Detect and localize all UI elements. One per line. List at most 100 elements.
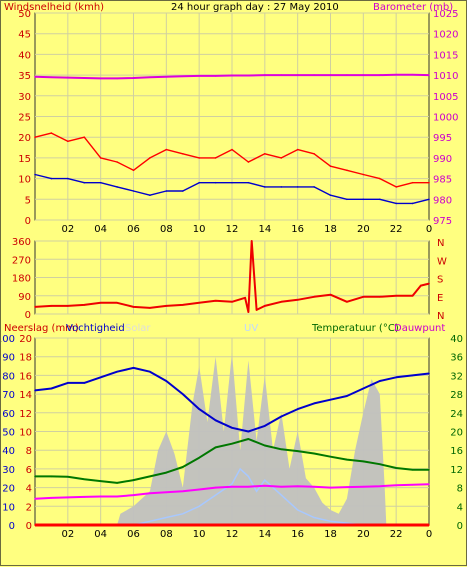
wind-gust-line-point xyxy=(149,157,151,159)
wind-gust-line-point xyxy=(247,161,250,163)
wind-average-line-point xyxy=(395,202,398,205)
humidity-line-point xyxy=(296,408,299,410)
wind-average-line-point xyxy=(83,181,86,184)
wind-gust-line-point xyxy=(67,140,69,143)
wind-gust-line-point xyxy=(132,169,135,172)
hour-tick-label: 16 xyxy=(291,224,304,235)
wind-gust-line-point xyxy=(395,186,398,188)
temperature-line-point xyxy=(428,469,430,471)
hour-tick-label: 10 xyxy=(193,529,206,540)
barometer-line-point xyxy=(379,74,381,76)
wind-direction-line-point xyxy=(244,297,246,299)
temperature-tick-label: 4 xyxy=(457,502,463,513)
wind-direction-line-point xyxy=(395,295,398,297)
humidity-tick-label: 70 xyxy=(2,390,15,401)
dewpoint-line-point xyxy=(34,498,36,500)
rain-line-point xyxy=(379,524,381,526)
humidity-tick-label: 60 xyxy=(2,409,15,420)
wind-direction-line-point xyxy=(420,284,422,287)
barometer-line-point xyxy=(34,76,36,78)
temperature-line-point xyxy=(165,471,168,474)
temperature-tick-label: 32 xyxy=(450,371,463,382)
wind-direction-line-point xyxy=(34,306,36,308)
hour-tick-label: 10 xyxy=(193,224,206,235)
wind-gust-line-point xyxy=(362,173,365,176)
barometer-line-point xyxy=(132,77,135,79)
barometer-line-point xyxy=(67,76,69,79)
wind-direction-line-point xyxy=(362,296,365,298)
wind-tick-label: 45 xyxy=(18,30,31,41)
direction-tick-label: 0 xyxy=(25,310,31,321)
wind-gust-line-point xyxy=(379,177,381,180)
barometer-line-point xyxy=(313,74,315,76)
wind-average-line-point xyxy=(198,181,200,184)
temperature-line-point xyxy=(116,482,118,484)
wind-average-line-point xyxy=(67,177,69,180)
wind-tick-label: 25 xyxy=(18,113,31,124)
temperature-tick-label: 40 xyxy=(450,334,463,345)
barometer-line-point xyxy=(231,74,233,77)
rain-tick-label: 20 xyxy=(19,334,32,345)
direction-tick-label: 90 xyxy=(18,292,31,303)
barometer-line-point xyxy=(149,76,151,78)
wind-gust-line-point xyxy=(99,157,102,159)
temperature-line-point xyxy=(411,469,414,471)
wind-direction-line-point xyxy=(83,304,86,306)
dewpoint-line-point xyxy=(313,485,315,488)
wind-gust-line-point xyxy=(428,181,430,184)
barometer-tick-label: 1015 xyxy=(433,50,458,61)
barometer-tick-label: 985 xyxy=(433,175,452,186)
wind-direction-line-point xyxy=(67,305,69,307)
temperature-line-point xyxy=(280,448,283,451)
temperature-tick-label: 36 xyxy=(450,353,463,364)
wind-tick-label: 20 xyxy=(18,133,31,144)
dewpoint-line-point xyxy=(296,485,299,488)
temperature-tick-label: 0 xyxy=(457,521,463,532)
humidity-line-point xyxy=(198,408,200,410)
temperature-line-point xyxy=(34,475,36,478)
dewpoint-line-point xyxy=(149,492,151,495)
temperature-line-point xyxy=(132,479,135,481)
dewpoint-line-point xyxy=(198,488,200,491)
hour-tick-label: 20 xyxy=(357,224,370,235)
wind-tick-label: 40 xyxy=(18,50,31,61)
barometer-line-point xyxy=(411,73,414,76)
hour-tick-label: 16 xyxy=(291,529,304,540)
graph-title: 24 hour graph day : 27 May 2010 xyxy=(171,2,339,13)
barometer-line-point xyxy=(296,74,299,76)
humidity-line-point xyxy=(231,427,233,429)
hour-tick-label: 0 xyxy=(426,224,432,235)
rain-tick-label: 0 xyxy=(26,521,32,532)
rain-line-point xyxy=(149,524,151,526)
barometer-tick-label: 1020 xyxy=(433,30,458,41)
wind-direction-line-point xyxy=(247,311,250,313)
rain-line-point xyxy=(83,524,86,526)
wind-axis-label: Windsnelheid (kmh) xyxy=(4,2,104,13)
rain-tick-label: 8 xyxy=(26,446,32,457)
wind-gust-line-point xyxy=(346,169,348,172)
rain-tick-label: 4 xyxy=(26,484,32,495)
wind-gust-line-point xyxy=(264,153,266,155)
barometer-line-point xyxy=(116,77,118,80)
hour-tick-label: 12 xyxy=(226,529,239,540)
dewpoint-line-point xyxy=(231,485,233,488)
dewpoint-line-point xyxy=(214,486,217,489)
wind-direction-line-point xyxy=(99,302,102,304)
wind-average-line-point xyxy=(214,181,217,184)
temperature-tick-label: 20 xyxy=(450,428,463,439)
dewpoint-line-point xyxy=(83,496,86,498)
dewpoint-line-point xyxy=(264,484,266,487)
barometer-line-point xyxy=(280,74,283,76)
wind-direction-line-point xyxy=(411,295,414,297)
wind-direction-line-point xyxy=(428,282,430,285)
temperature-line-point xyxy=(313,452,315,455)
wind-direction-line-point xyxy=(50,305,53,307)
wind-gust-line-point xyxy=(165,148,168,151)
humidity-tick-label: 30 xyxy=(2,465,15,476)
rain-tick-label: 12 xyxy=(19,409,32,420)
barometer-line-point xyxy=(346,74,348,76)
rain-line-point xyxy=(411,524,414,526)
hour-tick-label: 22 xyxy=(390,224,403,235)
humidity-line-point xyxy=(247,430,250,433)
rain-tick-label: 2 xyxy=(26,502,32,513)
